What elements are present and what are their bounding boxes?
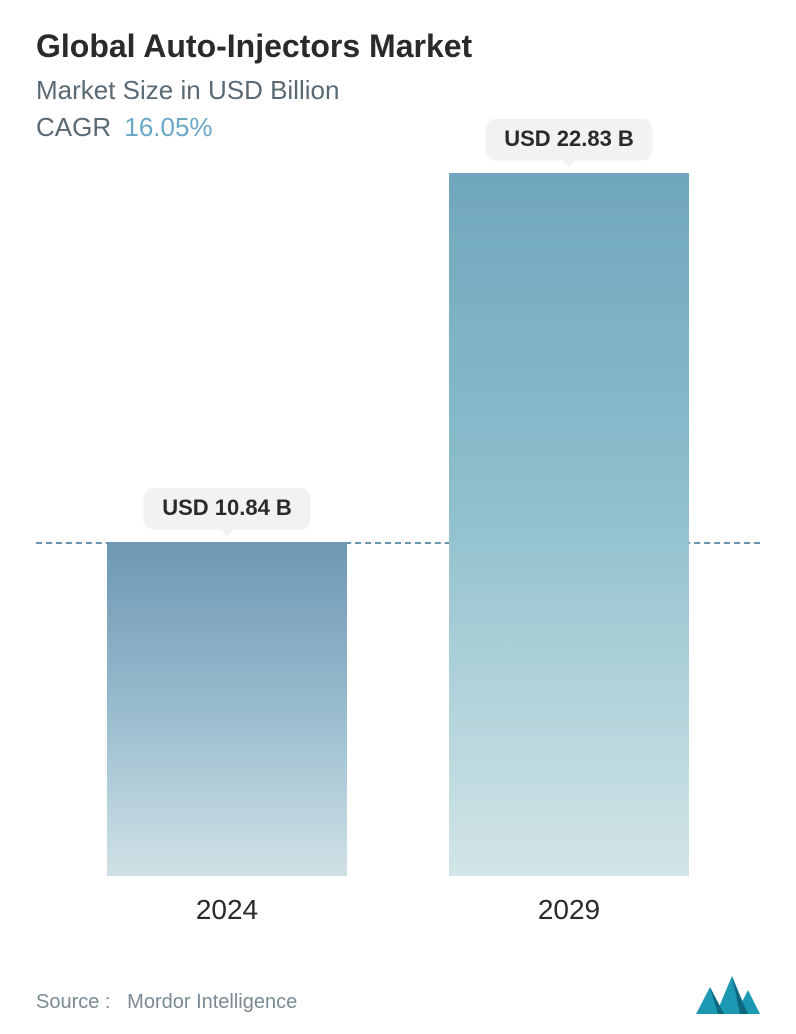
chart-title: Global Auto-Injectors Market <box>36 28 760 65</box>
chart-subtitle: Market Size in USD Billion <box>36 75 760 106</box>
value-badge-2024: USD 10.84 B <box>144 488 310 528</box>
plot-region: USD 10.84 B USD 22.83 B <box>36 173 760 876</box>
footer: Source : Mordor Intelligence <box>36 966 760 1014</box>
bars-group: USD 10.84 B USD 22.83 B <box>36 173 760 876</box>
bar-group-2029: USD 22.83 B <box>449 173 689 876</box>
source-text: Source : Mordor Intelligence <box>36 991 297 1014</box>
chart-container: Global Auto-Injectors Market Market Size… <box>0 0 796 1034</box>
bar-group-2024: USD 10.84 B <box>107 173 347 876</box>
x-axis-labels: 2024 2029 <box>36 894 760 926</box>
cagr-label: CAGR <box>36 112 111 142</box>
value-badge-2029: USD 22.83 B <box>486 119 652 159</box>
source-name: Mordor Intelligence <box>127 991 297 1013</box>
source-label: Source : <box>36 991 110 1013</box>
bar-2029 <box>449 173 689 876</box>
x-label-2024: 2024 <box>107 894 347 926</box>
mordor-logo-icon <box>696 972 760 1014</box>
chart-area: USD 10.84 B USD 22.83 B 2024 2029 <box>36 173 760 966</box>
x-label-2029: 2029 <box>449 894 689 926</box>
cagr-value: 16.05% <box>124 112 212 142</box>
bar-2024 <box>107 542 347 876</box>
